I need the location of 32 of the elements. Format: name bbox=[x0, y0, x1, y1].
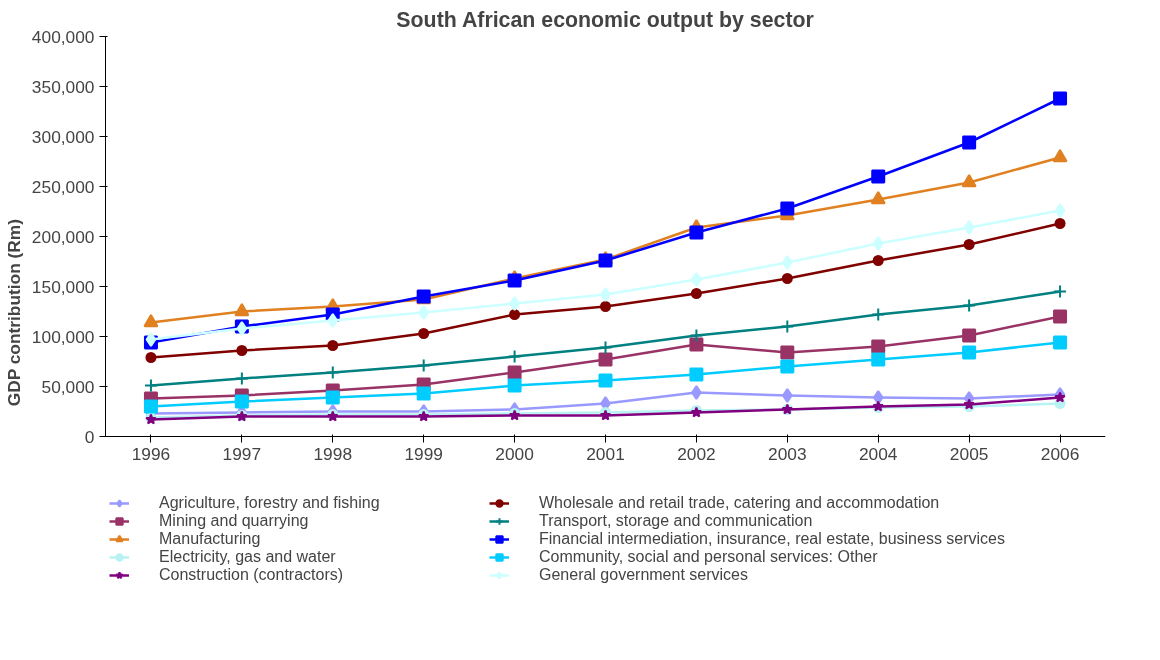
x-tick-label: 2000 bbox=[495, 443, 534, 464]
y-tick-label: 50,000 bbox=[41, 376, 95, 397]
x-tick-label: 2001 bbox=[586, 443, 625, 464]
legend-label: General government services bbox=[539, 566, 749, 584]
y-tick-label: 150,000 bbox=[31, 276, 95, 297]
y-axis-title: GDP contribution (Rm) bbox=[3, 218, 24, 407]
y-tick-label: 250,000 bbox=[31, 176, 95, 197]
chart-title: South African economic output by sector bbox=[396, 7, 814, 32]
x-tick-label: 1998 bbox=[313, 443, 353, 464]
x-tick-label: 2003 bbox=[768, 443, 807, 464]
legend-label: Construction (contractors) bbox=[159, 566, 345, 584]
legend-label: Electricity, gas and water bbox=[159, 548, 337, 566]
legend-label: Transport, storage and communication bbox=[539, 512, 814, 530]
x-tick-label: 1999 bbox=[404, 443, 443, 464]
legend-label: Agriculture, forestry and fishing bbox=[159, 494, 381, 512]
x-tick-label: 2004 bbox=[858, 443, 898, 464]
x-tick-label: 2006 bbox=[1040, 443, 1080, 464]
y-tick-label: 200,000 bbox=[31, 226, 95, 247]
x-tick-label: 1997 bbox=[222, 443, 262, 464]
y-tick-label: 100,000 bbox=[31, 326, 95, 347]
legend-label: Mining and quarrying bbox=[159, 512, 310, 530]
legend-label: Wholesale and retail trade, catering and accommodation bbox=[539, 494, 940, 512]
legend-label: Financial intermediation, insurance, real estate, business services bbox=[539, 530, 1006, 548]
y-tick-label: 300,000 bbox=[31, 126, 95, 147]
x-tick-label: 2002 bbox=[677, 443, 716, 464]
y-tick-label: 0 bbox=[84, 426, 95, 447]
x-tick-label: 1996 bbox=[131, 443, 171, 464]
legend-label: Manufacturing bbox=[159, 530, 262, 548]
legend-label: Community, social and personal services: Other bbox=[539, 548, 878, 566]
y-tick-label: 350,000 bbox=[31, 76, 95, 97]
y-tick-label: 400,000 bbox=[31, 26, 95, 47]
x-tick-label: 2005 bbox=[949, 443, 989, 464]
